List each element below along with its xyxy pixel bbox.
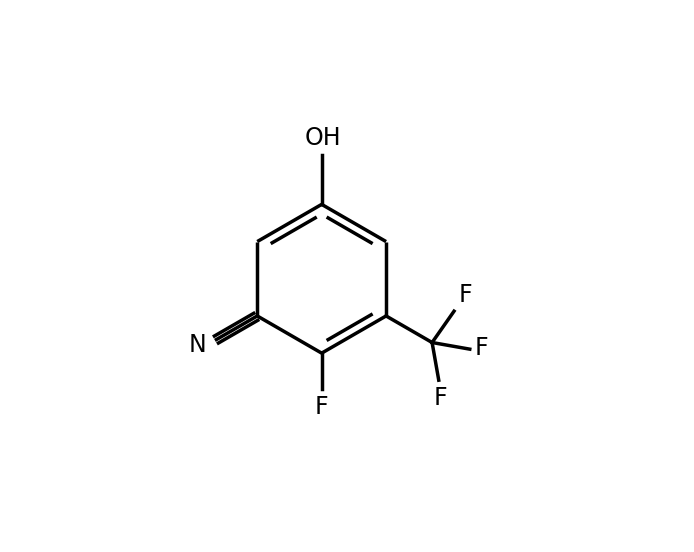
Text: OH: OH bbox=[304, 126, 341, 150]
Text: F: F bbox=[458, 283, 472, 307]
Text: F: F bbox=[434, 386, 448, 410]
Text: F: F bbox=[475, 336, 489, 360]
Text: F: F bbox=[315, 395, 328, 419]
Text: N: N bbox=[189, 333, 207, 357]
